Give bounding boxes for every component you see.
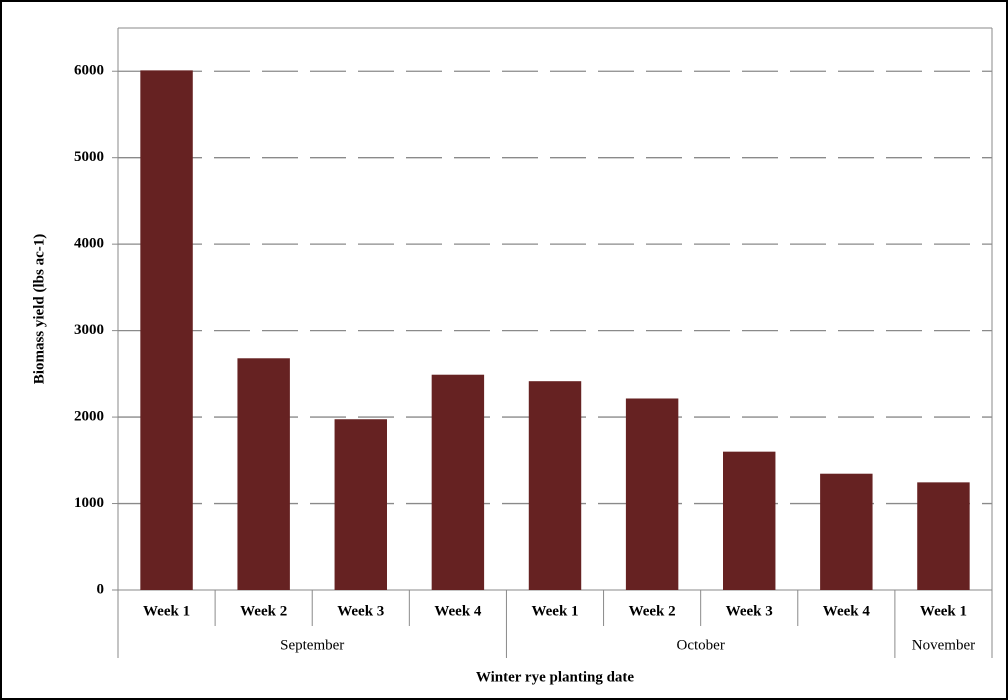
bar: [431, 374, 485, 590]
bar: [140, 70, 193, 591]
bar: [237, 358, 290, 590]
x-tick-label: Week 2: [240, 603, 287, 619]
x-tick-label: Week 3: [337, 603, 384, 619]
x-axis-title: Winter rye planting date: [476, 669, 635, 685]
y-tick-label: 5000: [74, 149, 104, 165]
y-tick-label: 2000: [74, 409, 104, 425]
y-tick-label: 3000: [74, 322, 104, 338]
y-tick-label: 4000: [74, 236, 104, 252]
bar: [625, 398, 679, 590]
x-tick-label: Week 1: [920, 603, 967, 619]
x-tick-label: Week 4: [434, 603, 482, 619]
y-tick-label: 1000: [74, 495, 104, 511]
x-tick-label: Week 4: [823, 603, 871, 619]
group-label: November: [912, 637, 975, 653]
x-tick-label: Week 1: [143, 603, 190, 619]
bar: [723, 451, 776, 590]
y-axis-title: Biomass yield (lbs ac-1): [31, 234, 47, 384]
group-label: September: [280, 637, 344, 653]
bar: [528, 381, 582, 590]
y-tick-label: 0: [97, 581, 105, 597]
x-tick-label: Week 2: [629, 603, 676, 619]
bar: [820, 473, 873, 590]
x-tick-label: Week 1: [531, 603, 578, 619]
bar: [334, 419, 387, 590]
group-label: October: [677, 637, 725, 653]
bar: [917, 482, 970, 590]
y-tick-label: 6000: [74, 63, 104, 79]
x-tick-label: Week 3: [726, 603, 773, 619]
